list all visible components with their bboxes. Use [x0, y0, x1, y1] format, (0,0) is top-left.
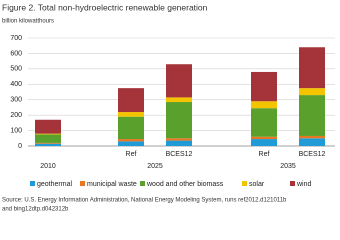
bar-segment	[35, 143, 61, 146]
y-tick-label: 300	[10, 97, 22, 104]
legend-swatch	[290, 181, 295, 186]
bar-segment	[35, 134, 61, 143]
x-tick-label: BCES12	[166, 151, 193, 158]
source-note: and bing12dtp.d042312b	[2, 207, 69, 213]
source-note: Source: U.S. Energy Information Administ…	[2, 198, 287, 204]
bar-segment	[299, 88, 325, 96]
x-tick-label: Ref	[259, 151, 270, 158]
legend-label: wood and other biomass	[146, 181, 224, 188]
chart: Figure 2. Total non-hydroelectric renewa…	[2, 2, 335, 213]
bar-segment	[118, 141, 144, 146]
bar-segment	[251, 136, 277, 140]
bar-segment	[166, 102, 192, 139]
bar-segment	[118, 116, 144, 140]
x-tick-label: Ref	[126, 151, 137, 158]
group-label: 2025	[147, 163, 163, 170]
y-tick-label: 500	[10, 66, 22, 73]
y-axis-label: billion kilowatthours	[2, 19, 54, 25]
legend-label: solar	[249, 181, 265, 188]
bar-segment	[35, 142, 61, 144]
group-label: 2010	[40, 163, 56, 170]
bar-segment	[118, 139, 144, 142]
bar-segment	[251, 139, 277, 146]
bar-segment	[251, 101, 277, 109]
bar-segment	[118, 112, 144, 117]
legend-swatch	[242, 181, 247, 186]
bar-segment	[35, 119, 61, 134]
legend-swatch	[140, 181, 145, 186]
y-tick-label: 200	[10, 112, 22, 119]
bar-segment	[166, 138, 192, 141]
legend-label: geothermal	[37, 181, 72, 188]
bar-segment	[251, 71, 277, 102]
legend-label: municipal waste	[87, 181, 137, 188]
bar-segment	[299, 138, 325, 146]
y-tick-label: 700	[10, 35, 22, 42]
bar-segment	[299, 47, 325, 89]
legend-swatch	[80, 181, 85, 186]
bar-segment	[251, 108, 277, 137]
bar-segment	[166, 140, 192, 146]
y-tick-label: 400	[10, 81, 22, 88]
bar-segment	[118, 88, 144, 113]
group-label: 2035	[280, 163, 296, 170]
legend-swatch	[30, 181, 35, 186]
y-tick-label: 0	[18, 143, 22, 150]
bar-segment	[166, 97, 192, 103]
bar-segment	[35, 133, 61, 135]
x-tick-label: BCES12	[299, 151, 326, 158]
chart-title: Figure 2. Total non-hydroelectric renewa…	[2, 2, 208, 12]
legend-label: wind	[296, 181, 312, 188]
bar-segment	[299, 95, 325, 136]
bar-segment	[166, 64, 192, 98]
y-tick-label: 600	[10, 50, 22, 57]
y-tick-label: 100	[10, 127, 22, 134]
bar-segment	[299, 135, 325, 139]
